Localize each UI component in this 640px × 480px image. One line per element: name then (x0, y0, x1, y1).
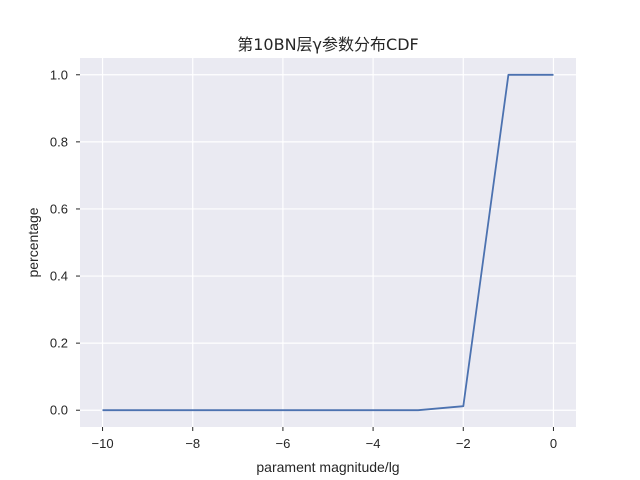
y-tick-label: 1.0 (50, 67, 68, 82)
plot-area (80, 58, 576, 427)
y-tick-label: 0.4 (50, 269, 68, 284)
y-axis-ticks: 0.0 0.2 0.4 0.6 0.8 1.0 (50, 67, 80, 418)
y-tick-label: 0.2 (50, 336, 68, 351)
x-tick-label: −10 (92, 436, 114, 451)
x-tick-label: −8 (185, 436, 200, 451)
x-tick-label: −2 (456, 436, 471, 451)
chart-title: 第10BN层γ参数分布CDF (237, 35, 418, 54)
cdf-series-line (102, 73, 554, 412)
x-tick-label: −6 (275, 436, 290, 451)
x-tick-label: −4 (366, 436, 381, 451)
y-tick-label: 0.0 (50, 403, 68, 418)
series-layer (102, 73, 554, 412)
x-tick-label: 0 (550, 436, 557, 451)
x-axis-label: parament magnitude/lg (256, 459, 399, 475)
y-tick-label: 0.8 (50, 134, 68, 149)
y-axis-label: percentage (25, 207, 41, 277)
x-axis-ticks: −10 −8 −6 −4 −2 0 (92, 427, 557, 451)
y-tick-label: 0.6 (50, 201, 68, 216)
